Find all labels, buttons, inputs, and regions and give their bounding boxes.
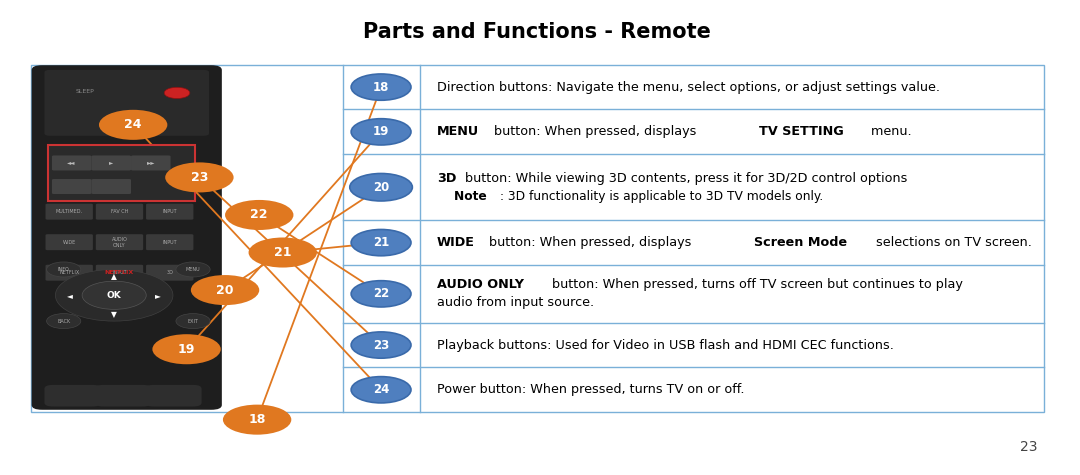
Circle shape <box>99 110 167 140</box>
Circle shape <box>350 173 413 201</box>
Circle shape <box>82 281 146 309</box>
Text: 18: 18 <box>373 81 389 94</box>
Text: 21: 21 <box>373 236 389 249</box>
Text: button: When pressed, displays: button: When pressed, displays <box>490 125 701 138</box>
Text: WIDE: WIDE <box>63 240 76 245</box>
FancyBboxPatch shape <box>146 265 193 281</box>
Text: AUDIO
ONLY: AUDIO ONLY <box>111 237 127 247</box>
Text: BACK: BACK <box>57 319 70 323</box>
Text: 3D: 3D <box>166 270 173 275</box>
Circle shape <box>222 405 292 435</box>
Circle shape <box>248 238 316 267</box>
FancyBboxPatch shape <box>31 65 221 410</box>
Circle shape <box>152 334 220 364</box>
Text: audio from input source.: audio from input source. <box>436 296 594 309</box>
Text: 24: 24 <box>124 118 141 131</box>
Circle shape <box>165 162 233 192</box>
FancyBboxPatch shape <box>145 385 202 407</box>
Text: MENU: MENU <box>436 125 478 138</box>
Text: 19: 19 <box>178 343 195 356</box>
Text: button: When pressed, displays: button: When pressed, displays <box>485 236 696 249</box>
Text: button: While viewing 3D contents, press it for 3D/2D control options: button: While viewing 3D contents, press… <box>461 172 908 185</box>
Text: : 3D functionality is applicable to 3D TV models only.: : 3D functionality is applicable to 3D T… <box>500 190 823 203</box>
Text: 20: 20 <box>373 180 389 194</box>
FancyBboxPatch shape <box>30 65 1043 412</box>
Text: 23: 23 <box>373 339 389 352</box>
Circle shape <box>351 281 411 307</box>
Text: 23: 23 <box>1020 440 1037 455</box>
Circle shape <box>351 229 411 256</box>
Text: INPUT: INPUT <box>162 209 177 214</box>
Text: Parts and Functions - Remote: Parts and Functions - Remote <box>363 22 711 42</box>
Text: 22: 22 <box>373 287 389 300</box>
Text: 3D: 3D <box>436 172 456 185</box>
Circle shape <box>351 119 411 145</box>
FancyBboxPatch shape <box>96 204 144 219</box>
Text: ►: ► <box>109 161 113 165</box>
FancyBboxPatch shape <box>52 155 92 171</box>
Text: ◄◄: ◄◄ <box>67 161 76 165</box>
Circle shape <box>351 377 411 403</box>
Text: MULTIMED.: MULTIMED. <box>56 209 83 214</box>
Circle shape <box>46 262 81 277</box>
Circle shape <box>225 200 294 230</box>
FancyBboxPatch shape <box>45 234 93 250</box>
Text: ◄: ◄ <box>67 291 73 300</box>
Text: WIDE: WIDE <box>436 236 474 249</box>
Text: MENU: MENU <box>186 267 201 272</box>
Text: ▼: ▼ <box>111 310 117 319</box>
Text: NETFLIX: NETFLIX <box>105 270 134 275</box>
Circle shape <box>55 269 173 321</box>
Circle shape <box>176 314 211 329</box>
Text: 24: 24 <box>373 383 389 396</box>
Text: INFO: INFO <box>58 267 69 272</box>
FancyBboxPatch shape <box>146 204 193 219</box>
Text: Direction buttons: Navigate the menu, select options, or adjust settings value.: Direction buttons: Navigate the menu, se… <box>436 81 940 94</box>
Circle shape <box>351 332 411 358</box>
Circle shape <box>46 314 81 329</box>
Text: SLEEP: SLEEP <box>76 88 95 94</box>
Text: INPUT: INPUT <box>112 270 126 275</box>
Text: FAV CH: FAV CH <box>111 209 129 214</box>
Text: Power button: When pressed, turns TV on or off.: Power button: When pressed, turns TV on … <box>436 383 744 396</box>
Text: selections on TV screen.: selections on TV screen. <box>873 236 1032 249</box>
FancyBboxPatch shape <box>48 145 194 201</box>
FancyBboxPatch shape <box>131 155 171 171</box>
Circle shape <box>176 262 211 277</box>
Text: button: When pressed, turns off TV screen but continues to play: button: When pressed, turns off TV scree… <box>548 278 962 291</box>
Text: Screen Mode: Screen Mode <box>754 236 847 249</box>
Text: ►►: ►► <box>147 161 156 165</box>
FancyBboxPatch shape <box>92 179 131 194</box>
FancyBboxPatch shape <box>95 385 151 407</box>
FancyBboxPatch shape <box>44 385 102 407</box>
Circle shape <box>351 74 411 100</box>
Text: INPUT: INPUT <box>162 240 177 245</box>
FancyBboxPatch shape <box>146 234 193 250</box>
FancyBboxPatch shape <box>96 265 144 281</box>
Text: menu.: menu. <box>867 125 912 138</box>
Text: EXIT: EXIT <box>188 319 199 323</box>
FancyBboxPatch shape <box>92 155 131 171</box>
FancyBboxPatch shape <box>52 179 92 194</box>
Circle shape <box>164 87 190 98</box>
Text: Note: Note <box>436 190 486 203</box>
Text: 20: 20 <box>216 284 233 296</box>
Text: NETFLIX: NETFLIX <box>59 270 79 275</box>
Text: ►: ► <box>156 291 161 300</box>
FancyBboxPatch shape <box>44 70 210 136</box>
Text: TV SETTING: TV SETTING <box>759 125 843 138</box>
Text: 21: 21 <box>274 246 292 259</box>
Circle shape <box>191 275 259 305</box>
Text: ▲: ▲ <box>111 272 117 281</box>
Text: OK: OK <box>107 291 122 300</box>
Text: 18: 18 <box>248 413 266 426</box>
Text: AUDIO ONLY: AUDIO ONLY <box>436 278 524 291</box>
Text: Playback buttons: Used for Video in USB flash and HDMI CEC functions.: Playback buttons: Used for Video in USB … <box>436 339 893 352</box>
FancyBboxPatch shape <box>45 204 93 219</box>
Text: 22: 22 <box>251 209 268 221</box>
FancyBboxPatch shape <box>45 265 93 281</box>
Text: 23: 23 <box>191 171 208 184</box>
FancyBboxPatch shape <box>96 234 144 250</box>
Text: 19: 19 <box>373 125 389 138</box>
